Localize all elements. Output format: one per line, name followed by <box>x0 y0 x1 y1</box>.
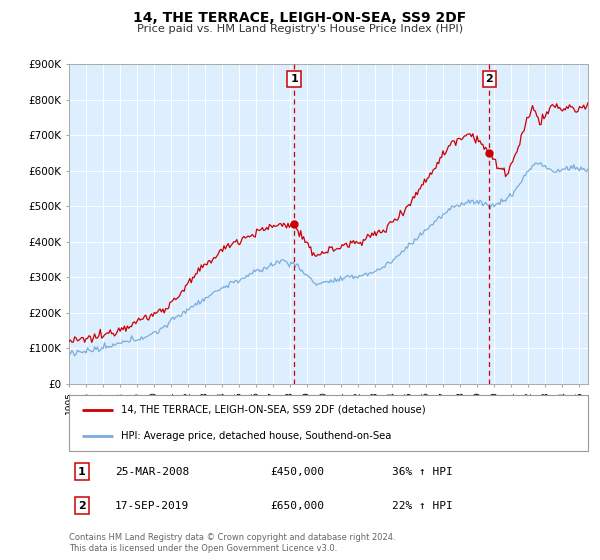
Text: 14, THE TERRACE, LEIGH-ON-SEA, SS9 2DF: 14, THE TERRACE, LEIGH-ON-SEA, SS9 2DF <box>133 11 467 25</box>
Text: HPI: Average price, detached house, Southend-on-Sea: HPI: Average price, detached house, Sout… <box>121 431 391 441</box>
Text: 25-MAR-2008: 25-MAR-2008 <box>115 467 189 477</box>
Text: 1: 1 <box>290 74 298 84</box>
Text: This data is licensed under the Open Government Licence v3.0.: This data is licensed under the Open Gov… <box>69 544 337 553</box>
Text: 17-SEP-2019: 17-SEP-2019 <box>115 501 189 511</box>
Text: Price paid vs. HM Land Registry's House Price Index (HPI): Price paid vs. HM Land Registry's House … <box>137 24 463 34</box>
Text: 2: 2 <box>485 74 493 84</box>
Text: 2: 2 <box>78 501 86 511</box>
Text: 1: 1 <box>78 467 86 477</box>
Text: £450,000: £450,000 <box>271 467 325 477</box>
Text: Contains HM Land Registry data © Crown copyright and database right 2024.: Contains HM Land Registry data © Crown c… <box>69 533 395 542</box>
Text: 36% ↑ HPI: 36% ↑ HPI <box>392 467 452 477</box>
Text: £650,000: £650,000 <box>271 501 325 511</box>
Text: 22% ↑ HPI: 22% ↑ HPI <box>392 501 452 511</box>
Text: 14, THE TERRACE, LEIGH-ON-SEA, SS9 2DF (detached house): 14, THE TERRACE, LEIGH-ON-SEA, SS9 2DF (… <box>121 405 425 415</box>
